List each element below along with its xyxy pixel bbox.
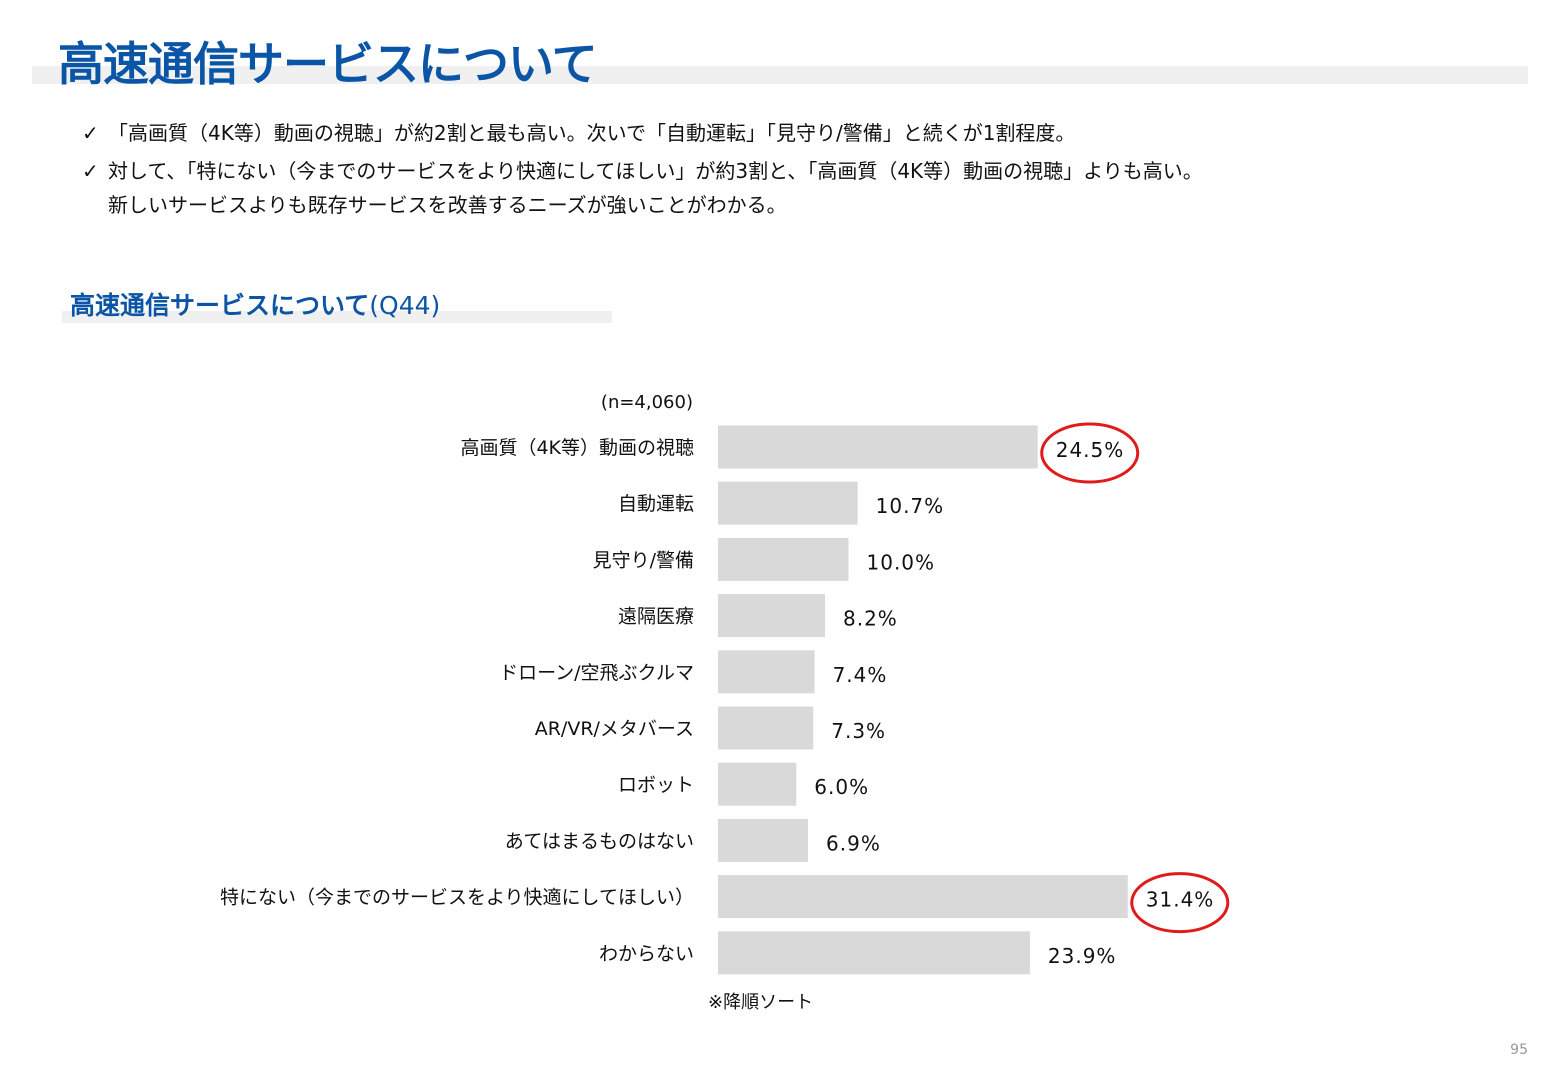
bar <box>718 931 1030 975</box>
section-title-question: (Q44) <box>369 291 441 320</box>
value-label: 6.0% <box>814 775 869 799</box>
category-label: 遠隔医療 <box>618 606 694 628</box>
summary-bullets: ✓ 「高画質（4K等）動画の視聴」が約2割と最も高い。次いで「自動運転」「見守り… <box>82 116 1203 222</box>
bullet-text: 対して、「特にない（今までのサービスをより快適にしてほしい」が約3割と、「高画質… <box>108 159 1203 183</box>
category-label: 高画質（4K等）動画の視聴 <box>460 437 694 459</box>
sample-size-label: (n=4,060) <box>600 392 693 413</box>
bar <box>718 425 1038 469</box>
bar <box>718 594 826 638</box>
bar <box>718 706 814 750</box>
value-label: 24.5% <box>1056 438 1125 462</box>
category-label: 自動運転 <box>618 493 694 515</box>
section-underline-bar <box>62 311 612 323</box>
category-label: 特にない（今までのサービスをより快適にしてほしい） <box>220 887 694 909</box>
page-number: 95 <box>1510 1042 1528 1058</box>
highlight-circle <box>1040 422 1140 484</box>
bar <box>718 650 815 694</box>
bar <box>718 762 797 806</box>
check-icon: ✓ <box>82 159 99 183</box>
value-label: 8.2% <box>843 607 898 631</box>
value-label: 6.9% <box>826 831 881 855</box>
page-title: 高速通信サービスについて <box>58 37 598 91</box>
value-label: 10.7% <box>876 494 945 518</box>
value-label: 7.3% <box>831 719 886 743</box>
title-underline-bar <box>32 66 1528 84</box>
summary-bullet-2: ✓ 対して、「特にない（今までのサービスをより快適にしてほしい」が約3割と、「高… <box>82 154 1203 222</box>
value-label: 31.4% <box>1146 888 1215 912</box>
check-icon: ✓ <box>82 121 99 145</box>
value-label: 10.0% <box>867 550 936 574</box>
highlight-circle <box>1130 872 1230 934</box>
category-label: AR/VR/メタバース <box>535 718 694 740</box>
value-label: 23.9% <box>1048 944 1117 968</box>
value-label: 7.4% <box>833 663 888 687</box>
sort-note: ※降順ソート <box>708 992 814 1013</box>
category-label: 見守り/警備 <box>593 549 694 571</box>
bar <box>718 818 809 862</box>
category-label: あてはまるものはない <box>505 830 694 852</box>
bar <box>718 481 858 525</box>
section-title: 高速通信サービスについて(Q44) <box>70 286 440 322</box>
bar <box>718 875 1128 919</box>
category-label: ドローン/空飛ぶクルマ <box>499 662 694 684</box>
section-title-main: 高速通信サービスについて <box>70 291 370 320</box>
bullet-text: 「高画質（4K等）動画の視聴」が約2割と最も高い。次いで「自動運転」「見守り/警… <box>108 121 1076 145</box>
category-label: ロボット <box>618 774 694 796</box>
summary-bullet-1: ✓ 「高画質（4K等）動画の視聴」が約2割と最も高い。次いで「自動運転」「見守り… <box>82 116 1203 150</box>
category-label: わからない <box>599 943 694 965</box>
bar <box>718 537 849 581</box>
bullet-text: 新しいサービスよりも既存サービスを改善するニーズが強いことがわかる。 <box>108 193 787 217</box>
